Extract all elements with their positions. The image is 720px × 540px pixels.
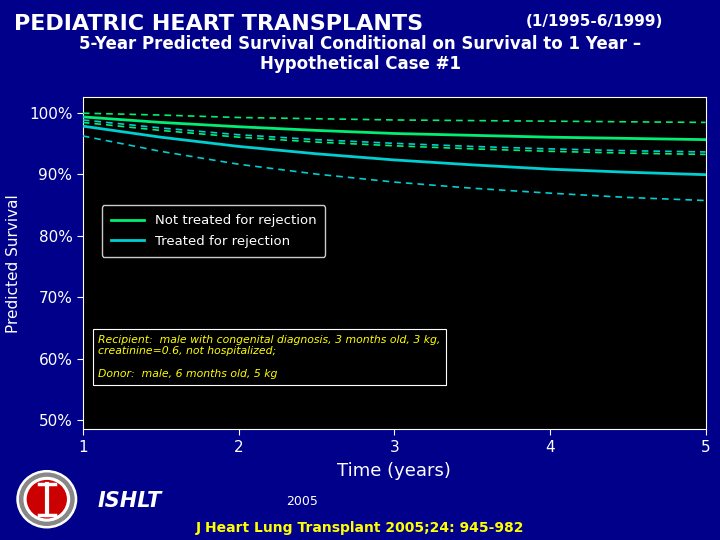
Text: Hypothetical Case #1: Hypothetical Case #1	[259, 55, 461, 73]
Circle shape	[19, 473, 74, 525]
Text: 5-Year Predicted Survival Conditional on Survival to 1 Year –: 5-Year Predicted Survival Conditional on…	[79, 35, 641, 53]
X-axis label: Time (years): Time (years)	[337, 462, 451, 480]
Text: 2005: 2005	[287, 495, 318, 508]
Text: (1/1995-6/1999): (1/1995-6/1999)	[526, 14, 663, 29]
Legend: Not treated for rejection, Treated for rejection: Not treated for rejection, Treated for r…	[102, 205, 325, 257]
Text: J Heart Lung Transplant 2005;24: 945-982: J Heart Lung Transplant 2005;24: 945-982	[196, 521, 524, 535]
Y-axis label: Predicted Survival: Predicted Survival	[6, 194, 21, 333]
Circle shape	[17, 471, 76, 528]
Text: ISHLT: ISHLT	[97, 491, 161, 511]
Text: Recipient:  male with congenital diagnosis, 3 months old, 3 kg,
creatinine=0.6, : Recipient: male with congenital diagnosi…	[99, 335, 441, 380]
Circle shape	[24, 477, 69, 521]
Circle shape	[27, 481, 66, 518]
Text: PEDIATRIC HEART TRANSPLANTS: PEDIATRIC HEART TRANSPLANTS	[14, 14, 423, 33]
